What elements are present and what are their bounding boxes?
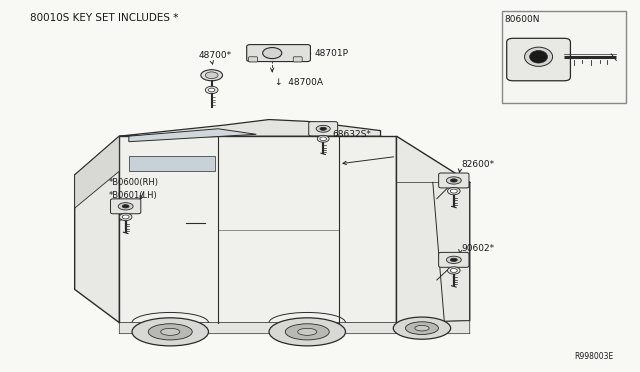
Polygon shape	[396, 136, 470, 323]
Ellipse shape	[451, 258, 457, 262]
Ellipse shape	[394, 317, 451, 339]
Bar	[502, 11, 626, 103]
FancyBboxPatch shape	[438, 173, 469, 188]
Ellipse shape	[205, 72, 218, 78]
Ellipse shape	[161, 328, 180, 335]
Text: 90602*: 90602*	[461, 244, 495, 253]
Ellipse shape	[406, 322, 438, 334]
Text: R998003E: R998003E	[574, 352, 613, 361]
Ellipse shape	[285, 324, 329, 340]
Ellipse shape	[525, 47, 552, 66]
Text: 48701P: 48701P	[315, 49, 349, 58]
Polygon shape	[119, 136, 470, 182]
Ellipse shape	[201, 70, 223, 81]
Circle shape	[122, 215, 129, 219]
Circle shape	[205, 86, 218, 94]
Ellipse shape	[118, 203, 133, 210]
Circle shape	[320, 137, 326, 141]
Ellipse shape	[415, 326, 429, 331]
Ellipse shape	[320, 127, 326, 130]
Polygon shape	[119, 119, 381, 136]
Ellipse shape	[132, 318, 209, 346]
Polygon shape	[119, 321, 470, 334]
Ellipse shape	[446, 256, 461, 263]
Circle shape	[317, 135, 329, 142]
Text: 82600*: 82600*	[461, 160, 495, 169]
Ellipse shape	[298, 328, 317, 335]
FancyBboxPatch shape	[308, 122, 338, 136]
Text: *B0601(LH): *B0601(LH)	[108, 191, 157, 200]
Text: 80600N: 80600N	[505, 15, 540, 24]
Ellipse shape	[530, 51, 547, 63]
Circle shape	[119, 213, 132, 221]
Text: 80010S KEY SET INCLUDES *: 80010S KEY SET INCLUDES *	[30, 13, 179, 23]
Ellipse shape	[446, 177, 461, 184]
Circle shape	[209, 88, 215, 92]
Circle shape	[447, 267, 460, 274]
Circle shape	[451, 189, 457, 193]
Ellipse shape	[451, 179, 457, 182]
FancyBboxPatch shape	[293, 57, 302, 62]
Circle shape	[451, 269, 457, 272]
Polygon shape	[119, 136, 396, 323]
Ellipse shape	[262, 48, 282, 59]
FancyBboxPatch shape	[246, 45, 310, 62]
Text: *B0600(RH): *B0600(RH)	[108, 178, 159, 187]
Text: ↓  48700A: ↓ 48700A	[275, 78, 323, 87]
Ellipse shape	[122, 205, 129, 208]
FancyBboxPatch shape	[111, 199, 141, 214]
Text: 68632S*: 68632S*	[333, 130, 372, 139]
Ellipse shape	[148, 324, 192, 340]
Ellipse shape	[269, 318, 346, 346]
Circle shape	[447, 187, 460, 195]
Ellipse shape	[316, 125, 330, 132]
FancyBboxPatch shape	[248, 57, 257, 62]
Polygon shape	[129, 157, 215, 171]
Polygon shape	[75, 136, 119, 323]
Polygon shape	[75, 136, 119, 208]
Polygon shape	[129, 129, 256, 142]
FancyBboxPatch shape	[507, 38, 570, 81]
Text: 48700*: 48700*	[199, 51, 232, 60]
FancyBboxPatch shape	[438, 252, 469, 267]
